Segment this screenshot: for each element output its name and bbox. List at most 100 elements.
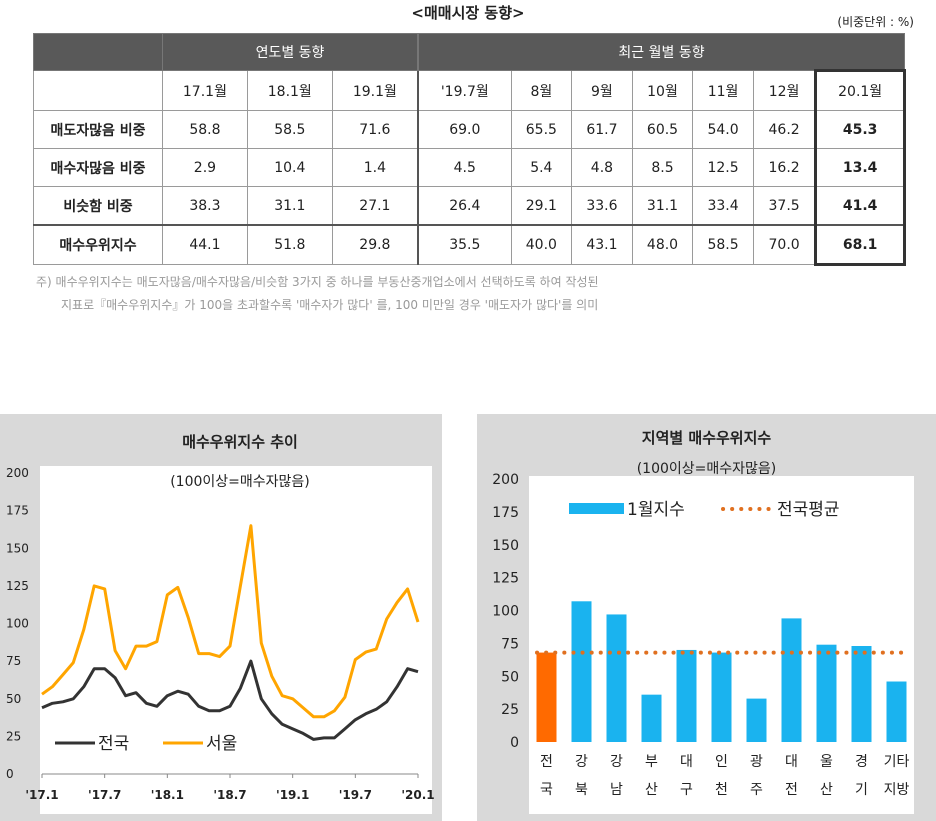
row-label: 비슷함 비중 xyxy=(33,186,163,226)
table-cell: 40.0 xyxy=(510,224,573,265)
line-chart-panel: 매수우위지수 추이 0 25 50 75 100 125 150 175 200 '17.1 '17… xyxy=(0,414,442,821)
x-tick-label: '18.1 xyxy=(151,788,184,802)
table-cell: 31.1 xyxy=(246,186,333,226)
x-tick-label: '19.1 xyxy=(276,788,309,802)
table-cell: 43.1 xyxy=(571,224,633,265)
table-cell: 68.1 xyxy=(814,224,906,266)
table-cell: 33.6 xyxy=(571,186,633,226)
table-cell: 69.0 xyxy=(417,110,512,149)
table-cell: 31.1 xyxy=(631,186,694,226)
series-line-1 xyxy=(41,524,420,719)
table-cell: 35.5 xyxy=(417,224,512,265)
table-cell: 38.3 xyxy=(162,186,248,226)
category-label: 천 xyxy=(715,782,728,798)
table-cell: 58.5 xyxy=(246,110,333,149)
y-tick-label: 75 xyxy=(6,654,21,668)
row-label: 매수자많음 비중 xyxy=(33,148,163,187)
category-label: 전 xyxy=(785,782,798,798)
y-tick-label: 50 xyxy=(501,669,519,685)
category-label: 전 xyxy=(540,754,553,770)
bar xyxy=(816,644,837,742)
unit-label: (비중단위 : %) xyxy=(837,15,914,29)
table-cell: 60.5 xyxy=(631,110,694,149)
column-header: 10월 xyxy=(631,70,694,111)
table-corner-cell xyxy=(33,70,163,111)
line-chart-plot-area xyxy=(40,466,432,814)
category-label: 남 xyxy=(610,782,623,798)
y-tick-label: 0 xyxy=(6,767,14,781)
y-tick-label: 25 xyxy=(501,702,519,718)
y-tick-label: 200 xyxy=(6,466,29,480)
y-tick-label: 50 xyxy=(6,692,21,706)
x-tick-label: '18.7 xyxy=(213,788,246,802)
table-cell: 48.0 xyxy=(631,224,694,265)
bar xyxy=(641,694,662,742)
category-label: 강 xyxy=(575,754,588,770)
category-label: 주 xyxy=(750,782,763,798)
table-cell: 37.5 xyxy=(752,186,817,226)
column-header: 8월 xyxy=(510,70,573,111)
bar xyxy=(676,649,697,742)
table-cell: 54.0 xyxy=(692,110,754,149)
table-cell: 51.8 xyxy=(246,224,333,265)
bar xyxy=(746,698,767,742)
legend-label: 전국평균 xyxy=(777,500,840,520)
section-title: <매매시장 동향> xyxy=(411,4,525,22)
bar xyxy=(886,681,907,742)
category-label: 구 xyxy=(680,782,693,798)
category-label: 강 xyxy=(610,754,623,770)
market-trend-table: 연도별 동향 최근 월별 동향 17.1월 18.1월 19.1월 '19.7월 8월 9… xyxy=(33,33,906,266)
y-tick-label: 175 xyxy=(492,505,519,521)
table-cell: 33.4 xyxy=(692,186,754,226)
table-cell: 27.1 xyxy=(331,186,419,226)
column-header: 18.1월 xyxy=(246,70,333,111)
table-cell: 29.8 xyxy=(331,224,419,265)
line-chart: 0 25 50 75 100 125 150 175 200 '17.1 '17.7 '18.1 '18… xyxy=(6,466,435,814)
legend-label: 서울 xyxy=(206,734,237,754)
legend-label: 전국 xyxy=(98,734,129,754)
x-tick-label: '17.7 xyxy=(88,788,121,802)
category-label: 지방 xyxy=(884,782,910,798)
bar xyxy=(851,646,872,742)
column-header: 19.1월 xyxy=(331,70,419,111)
bar-chart-title: 지역별 매수우위지수 xyxy=(641,429,772,447)
category-label: 국 xyxy=(540,782,553,798)
column-header: 20.1월 xyxy=(814,69,906,111)
table-body: 매도자많음 비중 58.8 58.5 71.6 69.0 65.5 61.7 60.5 54.0… xyxy=(33,110,906,266)
y-tick-label: 175 xyxy=(6,504,29,518)
table-cell: 46.2 xyxy=(752,110,817,149)
legend-swatch xyxy=(569,503,624,514)
row-label: 매수우위지수 xyxy=(33,224,163,265)
category-label: 북 xyxy=(575,782,588,798)
table-column-header-row: 17.1월 18.1월 19.1월 '19.7월 8월 9월 10월 11월 12월 20.1월 xyxy=(33,69,906,111)
table-cell: 71.6 xyxy=(331,110,419,149)
table-group-header-row: 연도별 동향 최근 월별 동향 xyxy=(33,33,906,71)
group-header-monthly: 최근 월별 동향 xyxy=(417,33,906,71)
category-label: 대 xyxy=(680,754,693,770)
category-label: 울 xyxy=(820,754,833,770)
y-tick-label: 100 xyxy=(6,617,29,631)
category-label: 산 xyxy=(645,782,658,798)
y-tick-label: 0 xyxy=(510,735,519,751)
table-cell: 13.4 xyxy=(814,148,906,187)
table-cell: 12.5 xyxy=(692,148,754,187)
legend-label: 1월지수 xyxy=(627,500,685,520)
table-cell: 8.5 xyxy=(631,148,694,187)
table-cell: 70.0 xyxy=(752,224,817,265)
table-cell: 41.4 xyxy=(814,186,906,226)
bar xyxy=(536,652,557,742)
table-cell: 44.1 xyxy=(162,224,248,265)
y-tick-label: 200 xyxy=(492,472,519,488)
y-tick-label: 100 xyxy=(492,604,519,620)
category-label: 대 xyxy=(785,754,798,770)
category-label: 부 xyxy=(645,754,658,770)
category-label: 경 xyxy=(855,754,868,770)
footnote-line-1: 주) 매수우위지수는 매도자많음/매수자많음/비슷함 3가지 중 하나를 부동산… xyxy=(36,275,599,289)
table-cell: 5.4 xyxy=(510,148,573,187)
series-line-0 xyxy=(41,659,419,741)
line-chart-title: 매수우위지수 추이 xyxy=(182,433,298,451)
table-row: 매도자많음 비중 58.8 58.5 71.6 69.0 65.5 61.7 60.5 54.0… xyxy=(33,110,906,149)
y-tick-label: 150 xyxy=(492,538,519,554)
bar xyxy=(711,652,732,742)
bar xyxy=(606,614,627,742)
